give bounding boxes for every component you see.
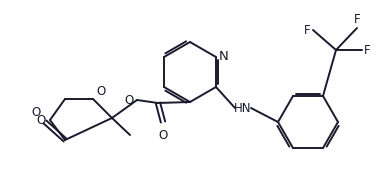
Text: F: F bbox=[304, 24, 311, 36]
Text: O: O bbox=[37, 113, 46, 126]
Text: O: O bbox=[96, 85, 105, 98]
Text: HN: HN bbox=[234, 102, 252, 114]
Text: O: O bbox=[32, 106, 41, 119]
Text: O: O bbox=[125, 93, 134, 107]
Text: N: N bbox=[219, 51, 229, 63]
Text: F: F bbox=[364, 43, 371, 57]
Text: O: O bbox=[158, 129, 168, 142]
Text: F: F bbox=[354, 13, 360, 26]
